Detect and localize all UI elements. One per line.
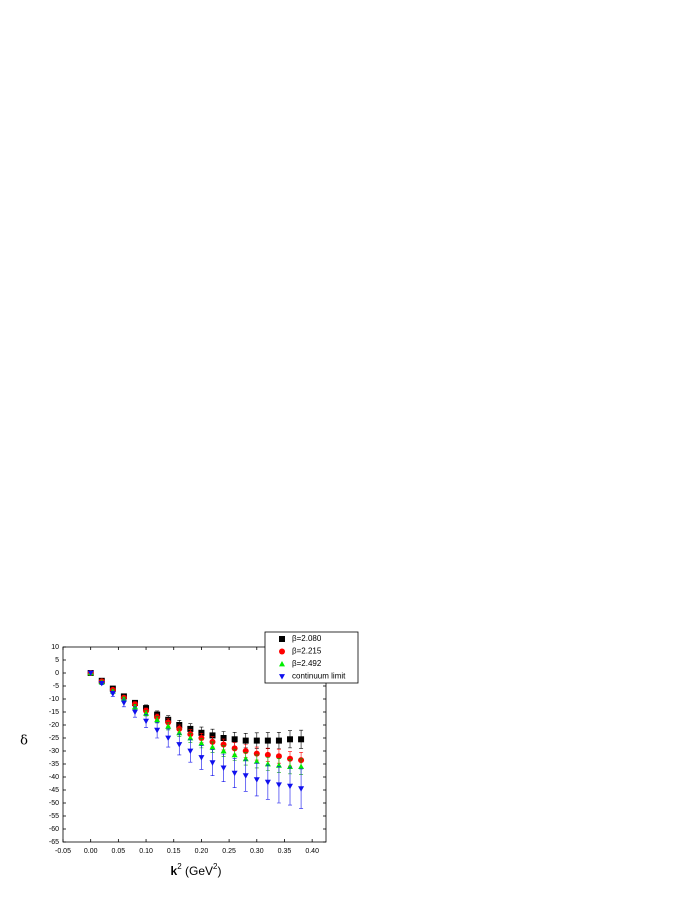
data-point xyxy=(209,732,216,739)
x-tick-label: 0.40 xyxy=(305,848,319,855)
data-point xyxy=(242,773,249,779)
data-point xyxy=(253,737,260,744)
y-tick-label: -15 xyxy=(49,709,59,716)
x-label-close: ) xyxy=(217,864,221,878)
data-point xyxy=(165,735,172,741)
y-tick-label: -55 xyxy=(49,813,59,820)
data-point xyxy=(165,723,172,729)
y-tick-label: -25 xyxy=(49,735,59,742)
data-point xyxy=(120,700,127,706)
data-point xyxy=(143,718,150,725)
data-point xyxy=(275,737,282,744)
legend-marker xyxy=(279,636,285,642)
data-point xyxy=(231,770,238,777)
data-point xyxy=(154,727,161,734)
y-tick-label: -50 xyxy=(49,800,59,807)
y-tick-label: -40 xyxy=(49,774,59,781)
x-tick-label: 0.35 xyxy=(278,848,292,855)
x-tick-label: 0.05 xyxy=(112,848,126,855)
data-point xyxy=(109,691,116,697)
data-point xyxy=(176,742,183,748)
y-tick-label: -10 xyxy=(49,696,59,703)
data-point xyxy=(231,751,238,758)
data-point xyxy=(287,755,294,762)
plot-frame xyxy=(62,646,327,843)
data-point xyxy=(264,779,271,786)
data-point xyxy=(87,670,94,676)
data-point xyxy=(187,735,194,741)
x-label-symbol: k xyxy=(171,864,178,878)
legend-label: β=2.215 xyxy=(292,647,322,656)
y-tick-label: -65 xyxy=(49,839,59,846)
data-point xyxy=(187,748,194,754)
data-point xyxy=(264,737,271,744)
x-tick-label: 0.10 xyxy=(139,848,153,855)
data-point xyxy=(209,760,216,766)
data-point xyxy=(242,737,249,744)
data-point xyxy=(220,765,227,771)
data-point xyxy=(220,735,227,741)
y-tick-label: -35 xyxy=(49,761,59,768)
x-tick-label: 0.15 xyxy=(167,848,181,855)
data-point xyxy=(298,786,305,792)
x-tick-label: 0.25 xyxy=(222,848,236,855)
legend-marker xyxy=(279,661,285,667)
x-tick-label: 0.30 xyxy=(250,848,264,855)
data-point xyxy=(220,748,227,754)
data-point xyxy=(220,741,227,748)
data-point xyxy=(198,735,205,741)
data-point xyxy=(287,736,294,743)
data-point xyxy=(287,763,294,769)
data-point xyxy=(275,753,282,760)
x-label-unit: (GeV xyxy=(182,864,213,878)
y-tick-label: -45 xyxy=(49,787,59,794)
x-tick-label: -0.05 xyxy=(55,848,71,855)
data-point xyxy=(198,740,205,746)
data-point xyxy=(298,736,305,743)
legend-marker xyxy=(279,674,285,680)
y-tick-label: -20 xyxy=(49,722,59,729)
y-tick-label: -60 xyxy=(49,826,59,833)
data-point xyxy=(187,725,194,732)
y-axis-label: δ xyxy=(20,734,28,749)
data-point xyxy=(264,751,271,758)
y-tick-label: 0 xyxy=(55,670,59,677)
data-point xyxy=(298,763,305,769)
data-point xyxy=(253,758,260,764)
x-label-unit-power: 2 xyxy=(213,862,218,871)
data-point xyxy=(287,783,294,790)
data-point xyxy=(154,716,161,723)
legend-marker xyxy=(279,648,285,655)
y-tick-label: 5 xyxy=(55,657,59,664)
data-point xyxy=(198,729,205,736)
legend-label: β=2.080 xyxy=(292,634,322,643)
legend-label: β=2.492 xyxy=(292,659,322,668)
data-point xyxy=(98,681,105,687)
y-tick-label: -5 xyxy=(53,683,59,690)
y-tick-label: -30 xyxy=(49,748,59,755)
data-point xyxy=(231,745,238,752)
x-axis-label: k2 (GeV2) xyxy=(171,862,222,878)
data-point xyxy=(131,709,138,715)
data-point xyxy=(253,777,260,783)
x-label-power: 2 xyxy=(177,862,182,871)
x-tick-label: 0.00 xyxy=(84,848,98,855)
data-point xyxy=(198,755,205,761)
y-tick-label: 10 xyxy=(51,644,59,651)
data-point xyxy=(231,736,238,743)
legend-label: continuum limit xyxy=(292,672,346,681)
data-point xyxy=(209,744,216,750)
x-tick-label: 0.20 xyxy=(195,848,209,855)
data-point xyxy=(275,782,282,788)
